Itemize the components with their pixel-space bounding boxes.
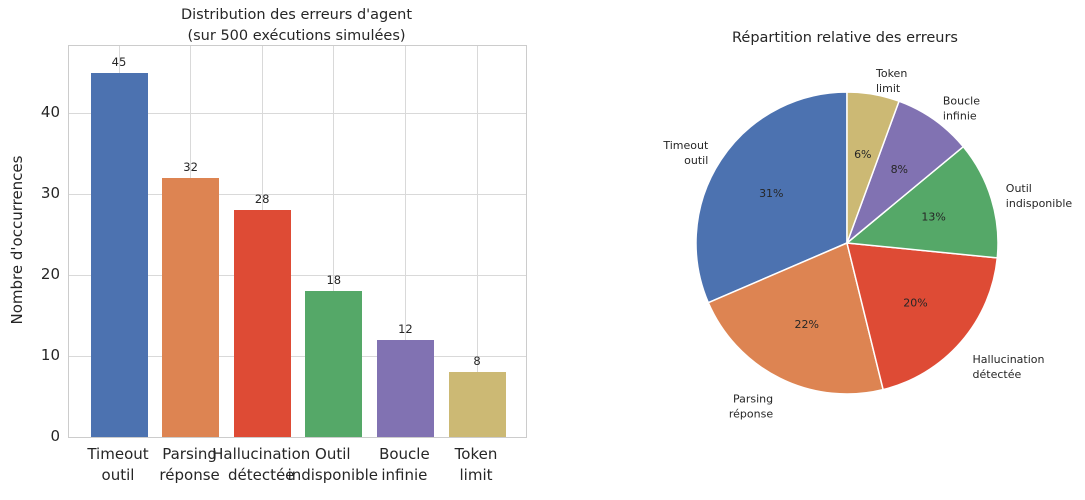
- bar-value-label: 18: [326, 273, 342, 288]
- bar: [233, 210, 291, 437]
- pie-slice-label: Parsing: [733, 393, 773, 406]
- bar: [376, 339, 434, 437]
- y-tick-label: 30: [40, 184, 60, 203]
- pie-percent-label: 31%: [759, 187, 783, 200]
- pie-slice-label: réponse: [729, 408, 773, 421]
- pie-slice: [695, 91, 848, 304]
- pie-slice: [846, 91, 900, 244]
- bar-value-label: 45: [111, 54, 127, 69]
- x-tick-label: Parsing réponse: [159, 445, 220, 484]
- y-tick-label: 10: [40, 346, 60, 365]
- pie-slice-label: Timeout: [662, 139, 709, 152]
- bar: [448, 372, 506, 437]
- bar-plot-area: 45 32 28 18 12 8: [68, 45, 527, 438]
- pie-slice: [707, 242, 884, 395]
- x-tick-label: Boucle infinie: [379, 445, 430, 484]
- x-tick-label: Timeout outil: [87, 445, 149, 484]
- pie-slice-label: Token: [875, 67, 907, 80]
- grid-line-vertical: [333, 46, 335, 437]
- pie-svg: 31% Timeout outil 22% Parsing réponse 20% Hallu…: [662, 67, 1073, 421]
- pie-percent-label: 8%: [891, 163, 908, 176]
- pie-slice-label: Outil: [1006, 182, 1032, 195]
- pie-slice: [846, 145, 999, 259]
- bar-value-label: 32: [183, 159, 198, 174]
- x-tick-label: Hallucination détectée: [212, 445, 311, 484]
- grid-line-horizontal: [69, 193, 526, 195]
- bar-value-label: 8: [473, 354, 481, 369]
- pie-slice-label: Hallucination: [973, 353, 1045, 366]
- pie-slice-label: limit: [876, 82, 901, 95]
- bar-value-label: 28: [254, 192, 270, 207]
- pie-slice-label: Boucle: [943, 95, 980, 108]
- x-tick-label: Token limit: [454, 445, 498, 484]
- y-axis-label: Nombre d'occurrences: [8, 155, 26, 325]
- grid-line-horizontal: [69, 112, 526, 114]
- y-tick-label: 0: [50, 427, 60, 445]
- pie-chart-title: Répartition relative des erreurs: [732, 30, 958, 46]
- bar: [90, 72, 148, 437]
- grid-line-vertical: [476, 46, 478, 437]
- bar: [305, 291, 363, 437]
- bar-chart-title: Distribution des erreurs d'agent (sur 50…: [180, 7, 413, 44]
- pie-slice-label: infinie: [943, 110, 977, 123]
- bar-value-label: 12: [398, 321, 413, 336]
- y-tick-label: 40: [40, 103, 60, 122]
- grid-line-horizontal: [69, 274, 526, 276]
- pie-slice-label: indisponible: [1006, 197, 1073, 210]
- pie-percent-label: 22%: [794, 318, 818, 331]
- pie-slice-label: outil: [684, 154, 708, 167]
- grid-line-horizontal: [69, 355, 526, 357]
- bar: [162, 177, 220, 437]
- pie-percent-label: 13%: [921, 211, 945, 224]
- pie-slice-label: détectée: [973, 368, 1022, 381]
- pie-percent-label: 6%: [854, 148, 871, 161]
- x-tick-label: Outil indisponible: [287, 445, 379, 484]
- pie-percent-label: 20%: [903, 296, 927, 309]
- y-tick-label: 20: [40, 265, 60, 284]
- pie-slice: [846, 242, 999, 391]
- grid-line-vertical: [404, 46, 406, 437]
